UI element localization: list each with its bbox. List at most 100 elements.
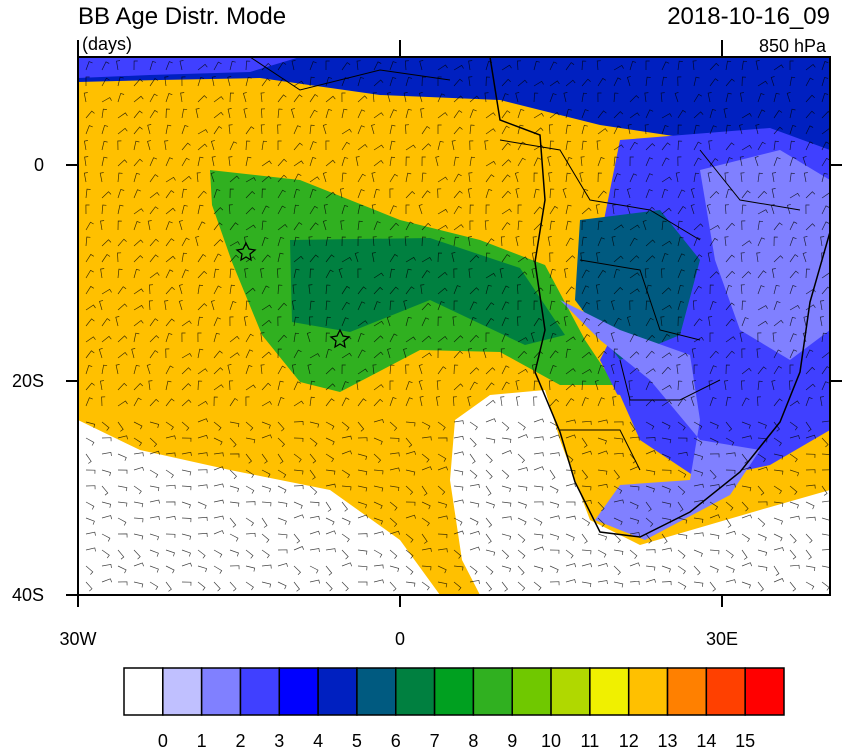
wind-barb <box>533 223 544 231</box>
wind-barb <box>821 92 829 103</box>
wind-barb <box>740 172 745 183</box>
wind-barb <box>260 124 265 135</box>
wind-barb <box>677 565 686 575</box>
wind-barb <box>693 124 700 135</box>
wind-barb <box>229 241 240 247</box>
wind-barb <box>165 286 175 295</box>
wind-barb <box>261 421 271 429</box>
wind-barb <box>708 316 713 327</box>
wind-barb <box>325 581 333 592</box>
wind-barb <box>133 452 144 457</box>
wind-barb <box>789 501 799 509</box>
wind-barb <box>789 380 794 391</box>
wind-barb <box>677 300 685 311</box>
wind-barb <box>597 517 605 528</box>
plot-frame <box>77 56 831 596</box>
wind-barb <box>741 240 752 247</box>
wind-barb <box>133 110 143 119</box>
wind-barb <box>628 380 633 391</box>
wind-barb <box>195 108 200 119</box>
wind-barb <box>819 316 824 327</box>
wind-barb <box>133 562 144 567</box>
wind-barb <box>741 466 753 471</box>
wind-barb <box>229 485 240 493</box>
wind-barb <box>178 220 183 231</box>
wind-barb <box>693 268 700 279</box>
wind-barb <box>197 156 204 167</box>
wind-barb <box>741 112 752 119</box>
wind-barb <box>485 112 496 119</box>
wind-barb <box>293 381 302 391</box>
wind-barb <box>645 60 650 70</box>
wind-barb <box>773 501 784 507</box>
wind-barb <box>693 318 703 327</box>
wind-barb <box>693 223 704 231</box>
wind-barb <box>533 350 543 359</box>
wind-barb <box>725 336 736 343</box>
wind-barb <box>405 336 416 343</box>
wind-barb <box>117 159 128 167</box>
wind-barb <box>229 565 240 570</box>
wind-barb <box>580 252 585 263</box>
wind-barb <box>453 517 463 526</box>
wind-barb <box>581 269 590 279</box>
wind-barb <box>693 549 703 557</box>
wind-barb <box>245 384 256 391</box>
wind-barb <box>533 80 544 87</box>
wind-barb <box>101 421 110 431</box>
wind-barb <box>677 284 684 295</box>
wind-barb <box>149 335 160 343</box>
wind-barb <box>421 565 432 571</box>
wind-barb <box>642 219 647 231</box>
wind-barb <box>661 400 672 407</box>
wind-barb <box>517 316 522 327</box>
wind-barb <box>789 533 797 544</box>
wind-barb <box>181 469 192 476</box>
wind-barb <box>469 437 477 448</box>
wind-barb <box>581 140 587 151</box>
wind-barb <box>437 124 442 134</box>
wind-barb <box>644 92 649 103</box>
wind-barb <box>373 320 384 327</box>
wind-barb <box>181 383 192 391</box>
wind-barb <box>277 205 286 215</box>
wind-barb <box>389 452 400 457</box>
wind-barb <box>179 60 184 71</box>
wind-barb <box>277 334 287 343</box>
wind-barb <box>725 483 736 488</box>
wind-barb <box>565 383 576 391</box>
wind-barb <box>581 60 587 71</box>
wind-barb <box>245 565 256 572</box>
wind-barb <box>405 172 412 183</box>
wind-barb <box>389 581 397 592</box>
wind-barb <box>629 453 637 464</box>
wind-barb <box>261 351 272 359</box>
wind-barb <box>453 469 464 476</box>
wind-barb <box>339 188 344 199</box>
wind-barb <box>548 172 553 183</box>
wind-barb <box>789 316 796 327</box>
wind-barb <box>611 236 616 247</box>
wind-barb <box>821 420 830 423</box>
wind-barb <box>245 207 256 215</box>
wind-barb <box>133 239 144 247</box>
wind-barb <box>373 286 383 295</box>
wind-barb <box>533 172 538 183</box>
wind-barb <box>261 254 271 263</box>
wind-barb <box>341 77 349 87</box>
wind-barb <box>197 303 208 311</box>
wind-barb <box>229 501 240 507</box>
wind-barb <box>645 350 655 359</box>
wind-barb <box>821 221 830 231</box>
wind-barb <box>453 435 464 440</box>
lon-label: 0 <box>395 629 405 649</box>
wind-barb <box>565 79 576 87</box>
wind-barb <box>85 437 95 446</box>
wind-barb <box>773 421 780 432</box>
wind-barb <box>309 205 318 215</box>
wind-barb <box>484 220 489 231</box>
wind-barb <box>626 316 631 327</box>
wind-barb <box>773 64 784 71</box>
wind-barb <box>644 268 649 279</box>
wind-barb <box>789 140 795 151</box>
